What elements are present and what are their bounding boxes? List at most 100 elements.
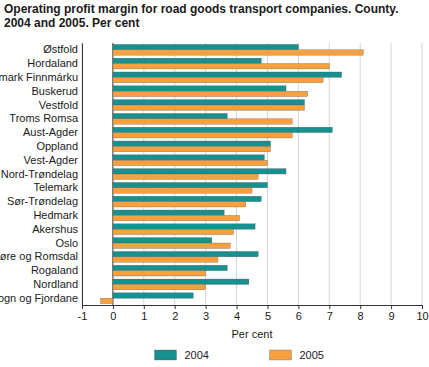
bar <box>113 284 206 289</box>
tick-mark <box>237 305 238 309</box>
axis-line <box>83 305 423 306</box>
tick-label: Nordland <box>33 278 78 290</box>
tick: 9 <box>389 305 395 322</box>
legend-swatch <box>155 350 177 360</box>
tick: Vest-Agder <box>24 154 82 166</box>
tick: 8 <box>358 305 364 322</box>
tick-label: Sogn og Fjordane <box>0 292 78 304</box>
tick-mark <box>175 305 176 309</box>
bar <box>113 238 212 243</box>
bar <box>113 86 286 91</box>
tick-label: 0 <box>110 310 116 322</box>
bar <box>113 279 249 284</box>
tick-mark <box>206 305 207 309</box>
legend-label: 2005 <box>300 349 324 361</box>
tick: 1 <box>141 305 147 322</box>
tick: Oppland <box>36 140 82 152</box>
tick-label: Oppland <box>36 140 78 152</box>
bar <box>113 271 206 276</box>
tick-mark <box>360 305 361 309</box>
bar <box>113 100 305 105</box>
bar <box>113 265 227 270</box>
bar <box>113 188 252 193</box>
bar <box>113 202 246 207</box>
tick-label: Aust-Agder <box>23 126 78 138</box>
tick: Buskerud <box>32 85 82 97</box>
tick: Nord-Trøndelag <box>1 168 82 180</box>
tick: 2 <box>172 305 178 322</box>
tick-label: Akershus <box>32 223 78 235</box>
axis-title: Per cent <box>232 328 273 340</box>
bar <box>113 215 240 220</box>
tick: Hedmark <box>33 209 82 221</box>
tick-label: 6 <box>296 310 302 322</box>
tick-label: Oslo <box>55 237 78 249</box>
tick-label: 2 <box>172 310 178 322</box>
bar <box>113 72 342 77</box>
tick-label: Troms Romsa <box>9 112 79 124</box>
grid-line <box>82 43 83 305</box>
bar <box>113 293 193 298</box>
tick: Aust-Agder <box>23 126 82 138</box>
tick: 6 <box>296 305 302 322</box>
tick-label: 10 <box>416 310 428 322</box>
tick-label: Telemark <box>33 181 78 193</box>
bar <box>113 91 308 96</box>
legend-label: 2004 <box>185 349 209 361</box>
bar <box>113 182 268 187</box>
bar <box>113 58 261 63</box>
tick: 4 <box>234 305 240 322</box>
tick: Rogaland <box>31 264 82 276</box>
tick-label: Vestfold <box>39 98 78 110</box>
bar <box>113 146 271 151</box>
bar <box>113 251 258 256</box>
bar <box>113 169 286 174</box>
tick: 5 <box>265 305 271 322</box>
bar <box>113 44 298 49</box>
title: Operating profit margin for road goods t… <box>4 2 398 30</box>
axis-line <box>82 44 83 306</box>
tick-label: Hedmark <box>33 209 78 221</box>
tick: Sogn og Fjordane <box>0 292 82 304</box>
tick: 3 <box>203 305 209 322</box>
tick: Akershus <box>32 223 82 235</box>
x-axis: -1 0 1 2 3 4 5 6 7 8 9 10 <box>78 305 429 322</box>
tick: 0 <box>110 305 116 322</box>
tick: Hordaland <box>27 57 82 69</box>
bar <box>113 229 234 234</box>
bar <box>113 64 329 69</box>
bar <box>113 141 271 146</box>
bar <box>113 243 230 248</box>
tick-label: Møre og Romsdal <box>0 250 78 262</box>
tick: -1 <box>78 305 88 322</box>
grid-line <box>391 43 392 305</box>
tick-label: Vest-Agder <box>24 154 79 166</box>
tick: Sør-Trøndelag <box>7 195 82 207</box>
tick-label: 8 <box>358 310 364 322</box>
tick-label: 4 <box>234 310 240 322</box>
tick-mark <box>422 305 423 309</box>
tick: Troms Romsa <box>9 112 82 124</box>
grid-line <box>422 43 423 305</box>
tick-label: Nord-Trøndelag <box>1 168 78 180</box>
y-axis: Østfold Hordaland Finnmark Finnmárku Busker… <box>0 43 83 305</box>
tick: 7 <box>327 305 333 322</box>
grid-line <box>329 43 330 305</box>
tick-mark <box>82 305 83 309</box>
tick: Telemark <box>33 181 82 193</box>
tick-label: Finnmark Finnmárku <box>0 71 78 83</box>
tick-label: -1 <box>78 310 88 322</box>
bar <box>113 50 363 55</box>
tick-mark <box>144 305 145 309</box>
tick: Østfold <box>43 43 82 55</box>
tick: Møre og Romsdal <box>0 250 82 262</box>
bar <box>113 174 258 179</box>
tick-label: Buskerud <box>32 85 78 97</box>
bar <box>101 298 113 303</box>
tick: Oslo <box>55 237 82 249</box>
bar <box>113 77 323 82</box>
tick: Vestfold <box>39 98 82 110</box>
bar <box>113 160 268 165</box>
bar <box>113 119 292 124</box>
bar <box>113 127 332 132</box>
